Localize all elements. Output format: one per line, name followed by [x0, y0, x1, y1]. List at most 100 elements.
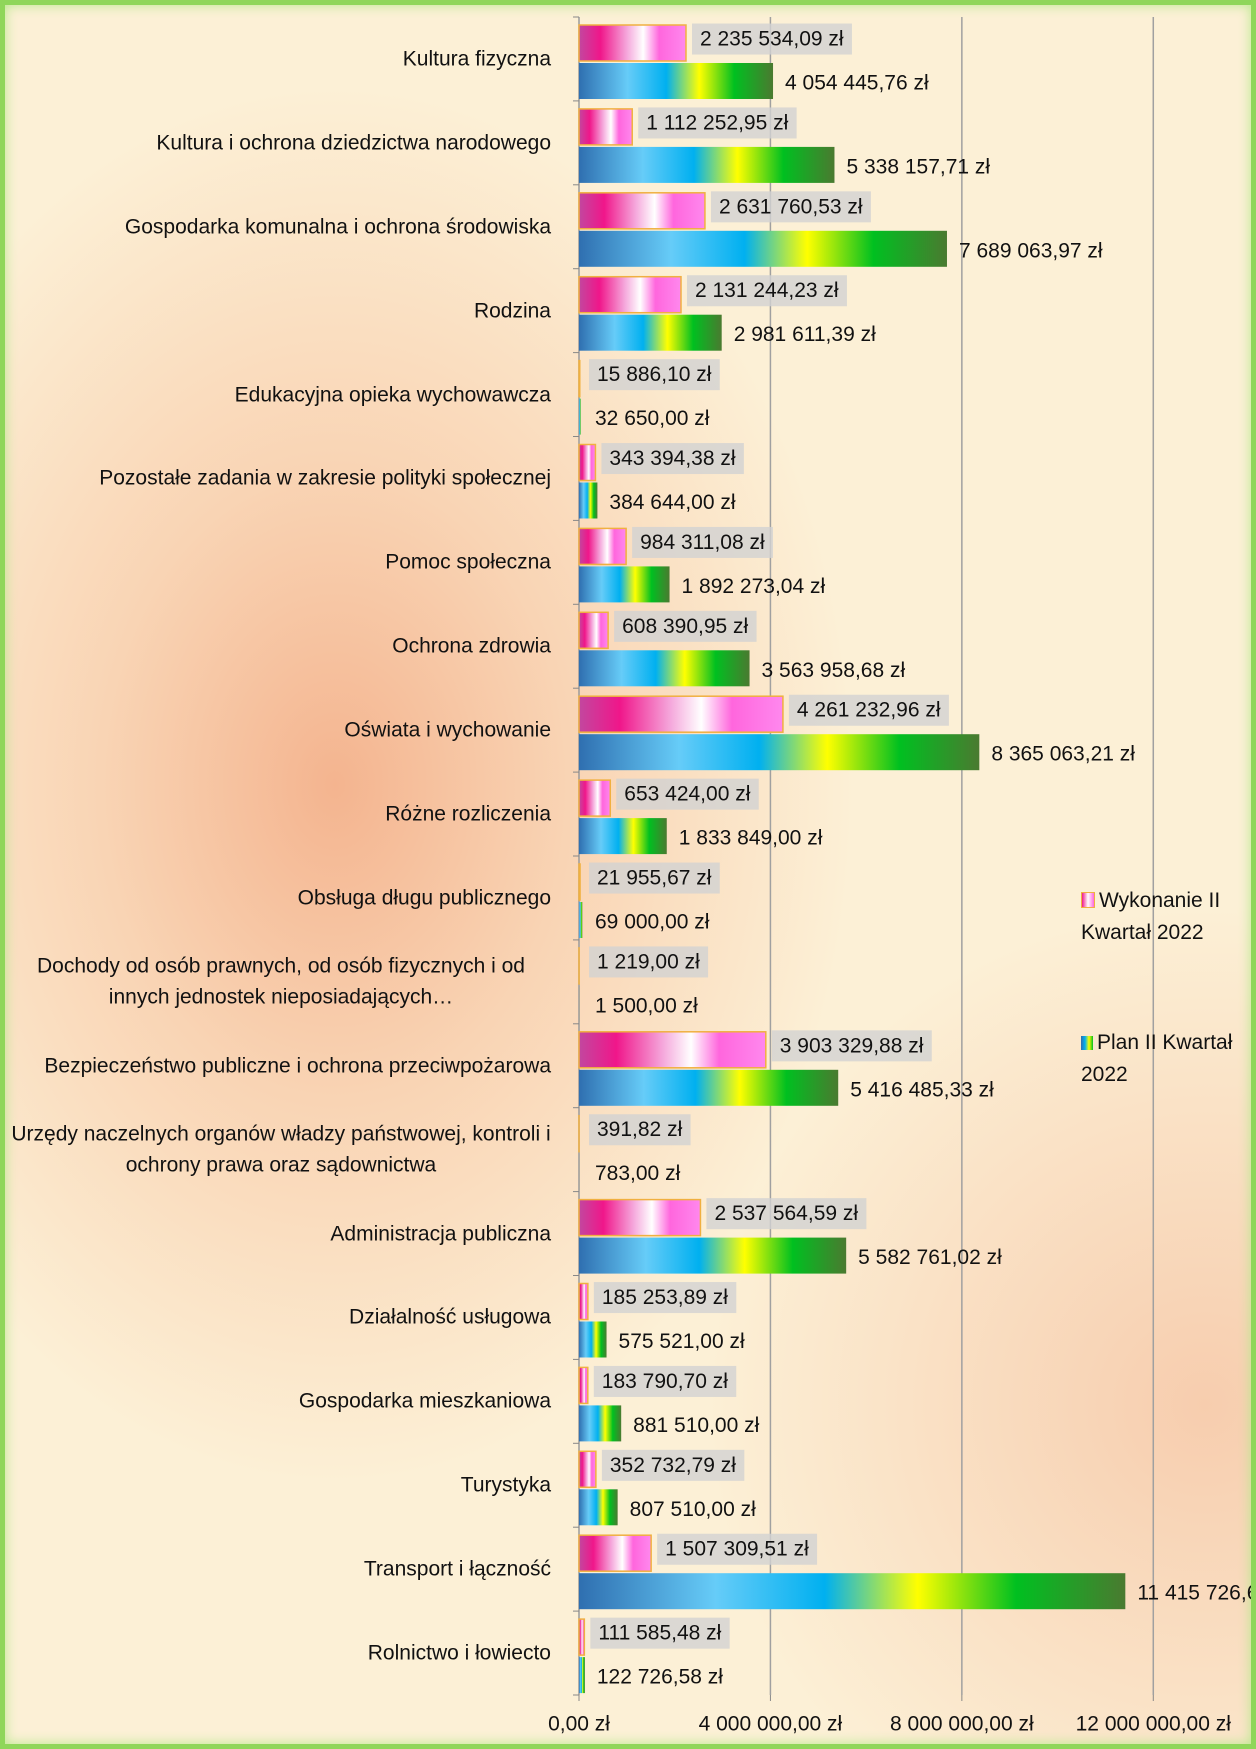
bar — [579, 1237, 847, 1274]
value-label-group: 5 416 485,33 zł — [850, 1078, 994, 1101]
bar — [579, 1069, 839, 1106]
value-label: 2 631 760,53 zł — [719, 195, 863, 218]
value-label-group: 2 131 244,23 zł — [686, 275, 847, 307]
bar — [578, 527, 627, 566]
category-label: Gospodarka mieszkaniowa — [11, 1386, 551, 1418]
value-label-group: 4 261 232,96 zł — [788, 694, 949, 726]
bar — [579, 230, 947, 267]
value-label-box — [614, 610, 757, 642]
x-tick-label: 4 000 000,00 zł — [699, 1713, 843, 1736]
value-label-box — [593, 1365, 737, 1397]
category-label: Pomoc społeczna — [11, 547, 551, 579]
category-text: Gospodarka mieszkaniowa — [298, 1389, 551, 1413]
value-label-group: 984 311,08 zł — [632, 526, 773, 558]
category-label: Kultura i ochrona dziedzictwa narodowego — [11, 127, 551, 159]
category-label: Edukacyjna opieka wychowawcza — [11, 379, 551, 411]
value-label: 653 424,00 zł — [624, 783, 750, 806]
value-label-group: 1 892 273,04 zł — [682, 575, 826, 598]
value-label-box — [657, 1533, 818, 1565]
bar — [578, 192, 706, 230]
value-label-group: 2 631 760,53 zł — [710, 191, 871, 223]
category-text: Kultura fizyczna — [402, 47, 551, 71]
category-text: Turystyka — [460, 1473, 551, 1497]
category-text: Administracja publiczna — [330, 1221, 551, 1245]
value-label-box — [589, 946, 709, 978]
value-label-group: 1 219,00 zł — [589, 946, 709, 978]
value-label: 575 521,00 zł — [619, 1330, 745, 1353]
value-label-box — [788, 694, 949, 726]
value-label-group: 5 582 761,02 zł — [858, 1246, 1002, 1269]
value-label-group: 1 500,00 zł — [595, 994, 698, 1017]
value-label-group: 15 886,10 zł — [589, 359, 720, 391]
bar — [579, 314, 722, 351]
value-label-group: 21 955,67 zł — [589, 862, 720, 894]
value-label: 32 650,00 zł — [595, 407, 710, 430]
x-tick-label: 12 000 000,00 zł — [1076, 1713, 1232, 1736]
category-text: Edukacyjna opieka wychowawcza — [234, 382, 551, 406]
category-label: Administracja publiczna — [11, 1218, 551, 1250]
bar — [578, 1534, 652, 1572]
value-label: 69 000,00 zł — [595, 911, 710, 934]
bar — [579, 398, 581, 435]
legend-swatch — [1081, 1036, 1093, 1050]
bar — [579, 1405, 622, 1442]
value-label-group: 5 338 157,71 zł — [846, 155, 990, 178]
bar — [579, 1657, 585, 1694]
value-label: 11 415 726,65 zł — [1137, 1582, 1251, 1605]
category-text: Obsługa długu publicznego — [297, 886, 551, 910]
bar — [578, 1198, 702, 1237]
value-label-box — [616, 778, 759, 810]
value-label-group: 2 235 534,09 zł — [691, 23, 852, 55]
category-label: Transport i łączność — [11, 1553, 551, 1585]
category-label: Kultura fizyczna — [11, 43, 551, 75]
value-label: 1 500,00 zł — [595, 994, 698, 1017]
value-label-group: 8 365 063,21 zł — [991, 743, 1135, 766]
value-label: 3 903 329,88 zł — [780, 1034, 924, 1057]
value-label-box — [771, 1030, 932, 1062]
bar — [578, 611, 609, 650]
bar — [578, 1282, 589, 1321]
category-label: Oświata i wychowanie — [11, 714, 551, 746]
value-label: 1 507 309,51 zł — [665, 1538, 809, 1561]
category-text: Pozostałe zadania w zakresie polityki sp… — [99, 466, 551, 490]
legend-label: Wykonanie II Kwartał 2022 — [1081, 889, 1221, 944]
value-label-box — [589, 1114, 691, 1146]
value-label: 4 054 445,76 zł — [785, 72, 929, 95]
value-label-box — [686, 275, 847, 307]
bar — [579, 1321, 607, 1358]
value-label: 2 537 564,59 zł — [714, 1202, 858, 1225]
value-label: 4 261 232,96 zł — [797, 699, 941, 722]
value-label: 2 981 611,39 zł — [734, 323, 876, 346]
category-label: Działalność usługowa — [11, 1302, 551, 1334]
bar — [579, 482, 598, 519]
value-label-group: 807 510,00 zł — [630, 1498, 756, 1521]
value-label: 391,82 zł — [597, 1118, 683, 1141]
value-label-box — [706, 1198, 867, 1230]
value-label-box — [601, 443, 744, 475]
value-label: 185 253,89 zł — [602, 1286, 728, 1309]
category-label: Bezpieczeństwo publiczne i ochrona przec… — [11, 1050, 551, 1082]
bar — [578, 443, 597, 482]
value-label-group: 608 390,95 zł — [614, 610, 757, 642]
value-label-group: 69 000,00 zł — [595, 911, 710, 934]
value-label-group: 7 689 063,97 zł — [959, 239, 1103, 262]
bar — [578, 1366, 589, 1405]
category-text: Bezpieczeństwo publiczne i ochrona przec… — [44, 1054, 551, 1077]
plot: 0,00 zł 4 000 000,00 zł 8 000 000,00 zł 12 … — [548, 16, 1251, 1736]
value-label: 608 390,95 zł — [622, 615, 748, 638]
bar — [578, 779, 612, 817]
legend-label: Plan II Kwartał 2022 — [1081, 1031, 1233, 1086]
grid — [578, 17, 1155, 1695]
value-label: 881 510,00 zł — [633, 1414, 759, 1437]
category-text: Kultura i ochrona dziedzictwa narodowego — [156, 131, 551, 155]
bar — [578, 24, 687, 62]
value-label-group: 343 394,38 zł — [601, 443, 744, 475]
bar — [579, 1489, 618, 1526]
bar — [578, 1450, 597, 1489]
category-label: Dochody od osób prawnych, od osób fizycz… — [11, 950, 551, 1013]
category-text: Pomoc społeczna — [385, 550, 551, 574]
value-label-group: 1 833 849,00 zł — [679, 827, 823, 850]
bar — [579, 650, 750, 687]
value-label: 984 311,08 zł — [640, 531, 765, 554]
value-label-box — [632, 526, 773, 558]
